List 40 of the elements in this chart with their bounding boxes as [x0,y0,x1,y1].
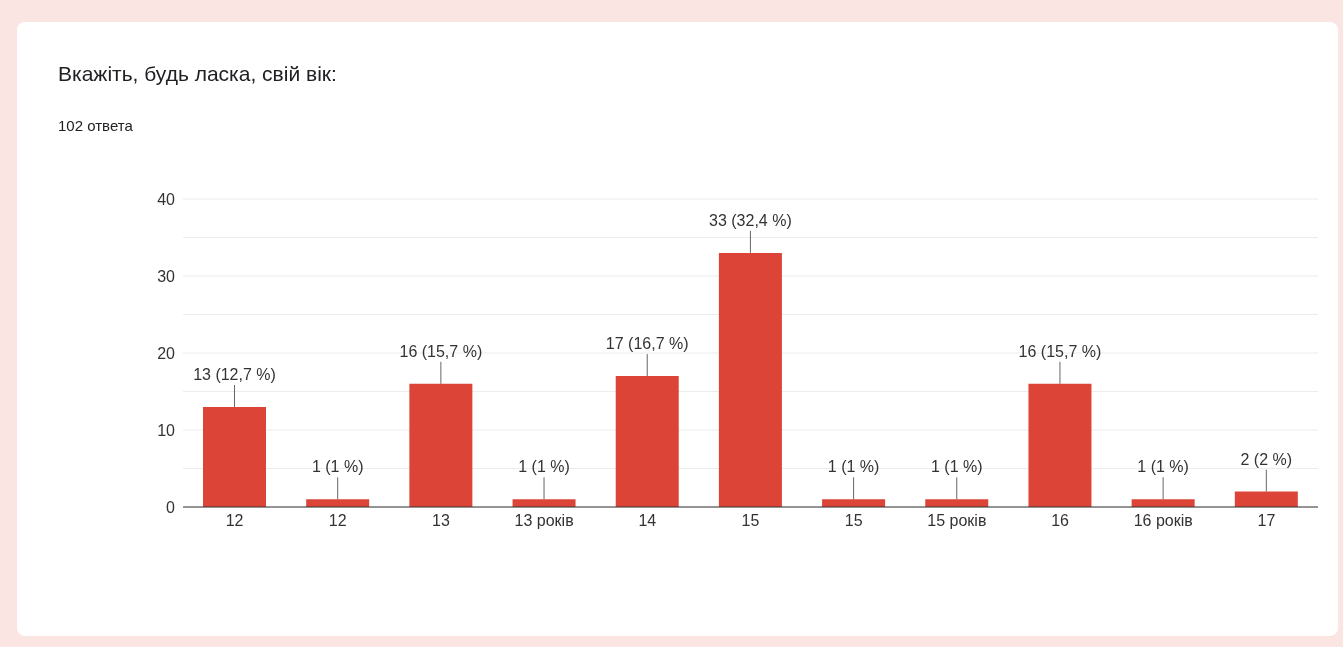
data-label: 1 (1 %) [311,458,364,476]
x-tick-label: 15 років [927,512,987,530]
y-tick-label: 10 [157,421,176,439]
x-tick-label: 13 років [514,512,574,530]
data-label: 1 (1 %) [518,458,570,476]
x-tick-label: 15 [844,512,863,530]
bar [306,499,370,507]
bar [1028,383,1092,507]
bar [512,499,576,507]
data-label: 2 (2 %) [1240,450,1293,468]
bar [1131,499,1195,507]
x-tick-label: 12 [225,512,244,530]
data-label: 16 (15,7 %) [399,342,483,360]
bar [203,406,266,507]
bar [615,376,679,507]
data-label: 16 (15,7 %) [1018,342,1102,360]
bar [409,383,473,507]
x-tick-label: 14 [638,512,657,530]
bar [718,252,782,507]
y-tick-label: 0 [166,498,176,516]
chart-subtitle: 102 ответа [58,117,133,134]
data-label: 33 (32,4 %) [709,211,792,229]
data-label: 1 (1 %) [827,458,880,476]
data-label: 1 (1 %) [930,458,983,476]
x-tick-label: 13 [432,512,450,530]
y-tick-label: 40 [157,190,176,208]
y-tick-label: 20 [157,344,176,362]
x-tick-label: 12 [328,512,347,530]
data-label: 1 (1 %) [1137,458,1189,476]
data-label: 17 (16,7 %) [605,335,689,353]
bar [1234,491,1298,507]
y-tick-label: 30 [157,267,176,285]
data-label: 13 (12,7 %) [193,365,276,383]
x-tick-label: 15 [741,512,760,530]
bar [822,499,886,507]
x-tick-label: 17 [1257,512,1276,530]
x-tick-label: 16 [1051,512,1070,530]
x-tick-label: 16 років [1133,512,1193,530]
chart-title: Вкажіть, будь ласка, свій вік: [58,62,337,86]
bar [925,499,989,507]
